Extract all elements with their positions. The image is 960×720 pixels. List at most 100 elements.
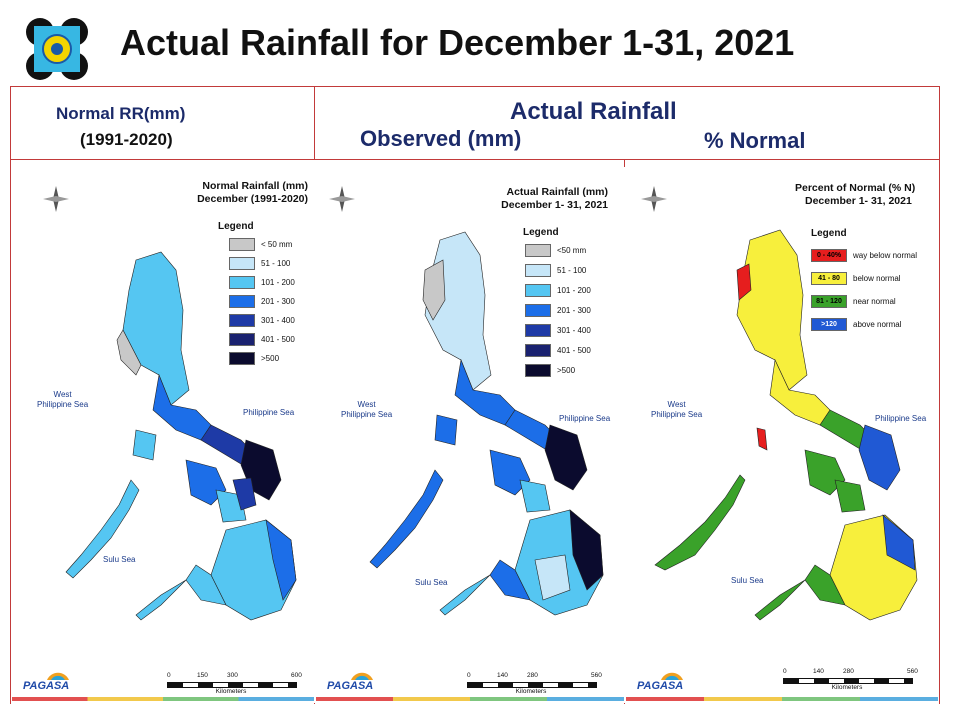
legend-item: >120 above normal [811, 318, 901, 331]
legend-label: below normal [853, 274, 901, 283]
normal-header: Normal RR(mm) [56, 104, 186, 123]
map-title-line1: Percent of Normal (% N) [795, 182, 916, 194]
legend-item: 101 - 200 [525, 284, 591, 297]
scale-tick: 0 [467, 672, 471, 679]
legend-swatch: >120 [811, 318, 847, 331]
page-title: Actual Rainfall for December 1-31, 2021 [120, 22, 795, 63]
legend-heading: Legend [811, 228, 847, 239]
legend-heading: Legend [218, 221, 254, 232]
legend-item: < 50 mm [229, 238, 292, 251]
legend-swatch: 81 - 120 [811, 295, 847, 308]
normal-period: (1991-2020) [80, 130, 173, 149]
percent-normal-map [654, 229, 918, 621]
map-title: Percent of Normal (% N) December 1- 31, … [795, 182, 915, 208]
legend-label: >500 [261, 354, 280, 363]
legend-label: 401 - 500 [261, 335, 295, 344]
header-divider-right [624, 159, 625, 167]
map-title-line1: Actual Rainfall (mm) [506, 186, 608, 198]
west-philippine-sea-label: West Philippine Sea [651, 400, 703, 419]
pagasa-logo: PAGASA [631, 668, 685, 694]
legend-label: way below normal [853, 251, 918, 260]
color-stripe [316, 697, 624, 701]
scale-tick: 0 [167, 672, 171, 679]
observed-header: Observed (mm) [360, 126, 522, 151]
percent-normal-header: % Normal [704, 128, 806, 153]
scale-unit: Kilometers [831, 684, 863, 691]
scale-tick: 280 [843, 668, 854, 675]
philippine-sea-label: Philippine Sea [243, 408, 295, 417]
legend-item: 101 - 200 [229, 276, 295, 289]
legend-label: 301 - 400 [557, 326, 591, 335]
legend-item: 401 - 500 [525, 344, 591, 357]
legend-swatch [229, 276, 255, 289]
map-title-line2: December 1- 31, 2021 [805, 195, 912, 207]
legend-item: 301 - 400 [229, 314, 295, 327]
scale-unit: Kilometers [515, 688, 547, 695]
legend-label: <50 mm [557, 246, 587, 255]
pagasa-logo: PAGASA [17, 668, 71, 694]
percent-normal-map-panel: Percent of Normal (% N) December 1- 31, … [625, 160, 939, 704]
actual-rainfall-header: Actual Rainfall [510, 98, 677, 125]
legend-item: 0 - 40% way below normal [811, 249, 917, 262]
legend-label: above normal [853, 320, 902, 329]
observed-rainfall-map-panel: Actual Rainfall (mm) December 1- 31, 202… [315, 160, 624, 704]
legend-swatch [525, 324, 551, 337]
legend-label: >500 [557, 366, 576, 375]
legend-swatch [525, 344, 551, 357]
legend-swatch [229, 238, 255, 251]
header-bottom-line [10, 159, 940, 160]
philippine-sea-label: Philippine Sea [559, 414, 611, 423]
legend-label: near normal [853, 297, 896, 306]
map-title: Actual Rainfall (mm) December 1- 31, 202… [501, 186, 608, 212]
sulu-sea-label: Sulu Sea [731, 576, 764, 585]
scale-tick: 140 [813, 668, 824, 675]
legend-item: 401 - 500 [229, 333, 295, 346]
legend-swatch [229, 295, 255, 308]
legend-swatch [229, 314, 255, 327]
legend-swatch [229, 352, 255, 365]
map-title-line1: Normal Rainfall (mm) [202, 180, 308, 192]
scale-tick: 560 [907, 668, 918, 675]
legend-swatch: 41 - 80 [811, 272, 847, 285]
legend-item: 41 - 80 below normal [811, 272, 901, 285]
legend-label: 301 - 400 [261, 316, 295, 325]
legend-heading: Legend [523, 227, 559, 238]
pagasa-logo-text: PAGASA [23, 680, 70, 692]
philippine-sea-label: Philippine Sea [875, 414, 927, 423]
legend-swatch [525, 264, 551, 277]
scale-tick: 300 [227, 672, 238, 679]
legend-item: 301 - 400 [525, 324, 591, 337]
sulu-sea-label: Sulu Sea [103, 555, 136, 564]
pagasa-logo-text: PAGASA [637, 680, 684, 692]
legend-label: 101 - 200 [557, 286, 591, 295]
west-philippine-sea-label: West Philippine Sea [37, 390, 89, 409]
legend-item: >500 [525, 364, 575, 377]
agency-logo [22, 14, 92, 84]
scale-tick: 600 [291, 672, 302, 679]
normal-rainfall-map [65, 251, 297, 621]
legend-label: 201 - 300 [261, 297, 295, 306]
scale-unit: Kilometers [215, 688, 247, 695]
legend-item: 201 - 300 [229, 295, 295, 308]
scale-bar: 0 140 280 560 Kilometers [783, 668, 919, 691]
legend-item: >500 [229, 352, 279, 365]
sulu-sea-label: Sulu Sea [415, 578, 448, 587]
compass-rose-icon [639, 182, 669, 216]
normal-rainfall-map-panel: Normal Rainfall (mm) December (1991-2020… [11, 160, 314, 704]
legend-label: < 50 mm [261, 240, 293, 249]
scale-tick: 560 [591, 672, 602, 679]
scale-bar: 0 140 280 560 Kilometers [467, 672, 603, 695]
scale-tick: 0 [783, 668, 787, 675]
legend-item: 81 - 120 near normal [811, 295, 896, 308]
legend-swatch [525, 364, 551, 377]
legend-item: 201 - 300 [525, 304, 591, 317]
scale-tick: 140 [497, 672, 508, 679]
legend-item: 51 - 100 [229, 257, 290, 270]
color-stripe [626, 697, 938, 701]
legend-label: 101 - 200 [261, 278, 295, 287]
west-philippine-sea-label: West Philippine Sea [341, 400, 393, 419]
legend-swatch [525, 304, 551, 317]
legend-swatch [229, 257, 255, 270]
legend-label: 401 - 500 [557, 346, 591, 355]
legend-item: 51 - 100 [525, 264, 586, 277]
